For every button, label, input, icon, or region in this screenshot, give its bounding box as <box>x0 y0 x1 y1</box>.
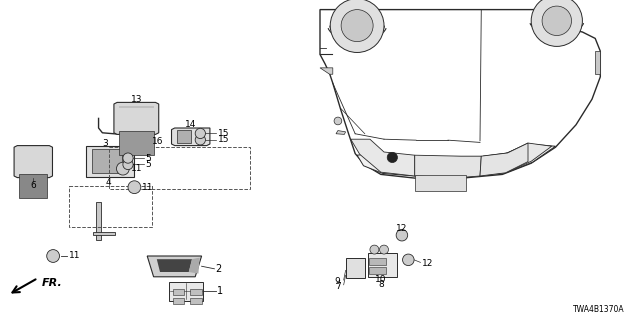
Text: 16: 16 <box>152 137 164 146</box>
Ellipse shape <box>396 229 408 241</box>
Ellipse shape <box>542 6 572 36</box>
Polygon shape <box>172 128 210 146</box>
Text: 12: 12 <box>422 260 433 268</box>
Ellipse shape <box>531 0 582 46</box>
Polygon shape <box>93 232 115 235</box>
Bar <box>190 298 202 304</box>
Text: 15: 15 <box>218 135 229 144</box>
Text: 10: 10 <box>375 276 387 284</box>
Polygon shape <box>336 131 346 134</box>
Polygon shape <box>92 149 122 173</box>
Polygon shape <box>147 256 202 277</box>
Text: 11: 11 <box>131 164 142 173</box>
Text: 15: 15 <box>218 129 229 138</box>
Ellipse shape <box>334 117 342 125</box>
Ellipse shape <box>195 128 205 139</box>
Polygon shape <box>169 282 203 301</box>
Ellipse shape <box>128 181 141 194</box>
Ellipse shape <box>123 159 133 170</box>
Text: 7: 7 <box>335 282 340 291</box>
Polygon shape <box>369 258 386 265</box>
Polygon shape <box>177 130 191 143</box>
Ellipse shape <box>380 245 388 254</box>
Ellipse shape <box>330 0 384 52</box>
Polygon shape <box>357 144 556 177</box>
Text: 3: 3 <box>103 139 108 148</box>
Polygon shape <box>483 143 552 172</box>
Text: FR.: FR. <box>42 278 63 288</box>
Bar <box>19 174 47 198</box>
Bar <box>173 298 184 304</box>
Polygon shape <box>114 102 159 134</box>
Ellipse shape <box>195 135 205 145</box>
Polygon shape <box>415 155 481 178</box>
Polygon shape <box>86 146 134 177</box>
Polygon shape <box>351 139 415 176</box>
Polygon shape <box>595 51 600 74</box>
Ellipse shape <box>47 250 60 262</box>
Text: 2: 2 <box>216 264 222 275</box>
Text: 1: 1 <box>217 286 223 296</box>
Text: 14: 14 <box>185 120 196 129</box>
Bar <box>173 289 184 295</box>
Bar <box>190 289 202 295</box>
Text: 13: 13 <box>131 95 142 104</box>
Text: 8: 8 <box>378 280 383 289</box>
Polygon shape <box>14 146 52 178</box>
Polygon shape <box>119 106 154 108</box>
Ellipse shape <box>403 254 414 266</box>
Polygon shape <box>157 259 192 272</box>
Text: 11: 11 <box>68 252 80 260</box>
Ellipse shape <box>123 153 133 163</box>
Text: TWA4B1370A: TWA4B1370A <box>573 305 625 314</box>
Bar <box>69 186 152 227</box>
Text: 12: 12 <box>396 224 408 233</box>
Ellipse shape <box>341 10 373 42</box>
Polygon shape <box>369 267 386 274</box>
Polygon shape <box>368 253 397 277</box>
Ellipse shape <box>116 162 129 175</box>
Text: 5: 5 <box>145 154 151 163</box>
Ellipse shape <box>387 152 397 163</box>
Text: 4: 4 <box>106 178 111 187</box>
Bar <box>109 147 250 189</box>
Polygon shape <box>320 10 600 178</box>
Polygon shape <box>480 143 528 176</box>
Polygon shape <box>189 258 200 274</box>
Polygon shape <box>346 258 365 278</box>
Ellipse shape <box>370 245 379 254</box>
Text: 5: 5 <box>145 160 151 169</box>
Text: 11: 11 <box>142 183 154 192</box>
Bar <box>119 131 154 155</box>
Polygon shape <box>320 68 333 74</box>
Text: 9: 9 <box>335 277 340 286</box>
Bar <box>415 175 466 191</box>
Polygon shape <box>96 202 101 240</box>
Text: 6: 6 <box>31 181 36 190</box>
